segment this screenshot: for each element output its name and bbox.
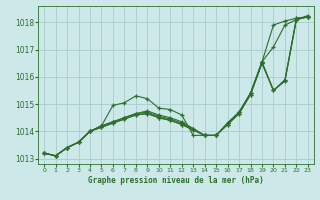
X-axis label: Graphe pression niveau de la mer (hPa): Graphe pression niveau de la mer (hPa) xyxy=(88,176,264,185)
